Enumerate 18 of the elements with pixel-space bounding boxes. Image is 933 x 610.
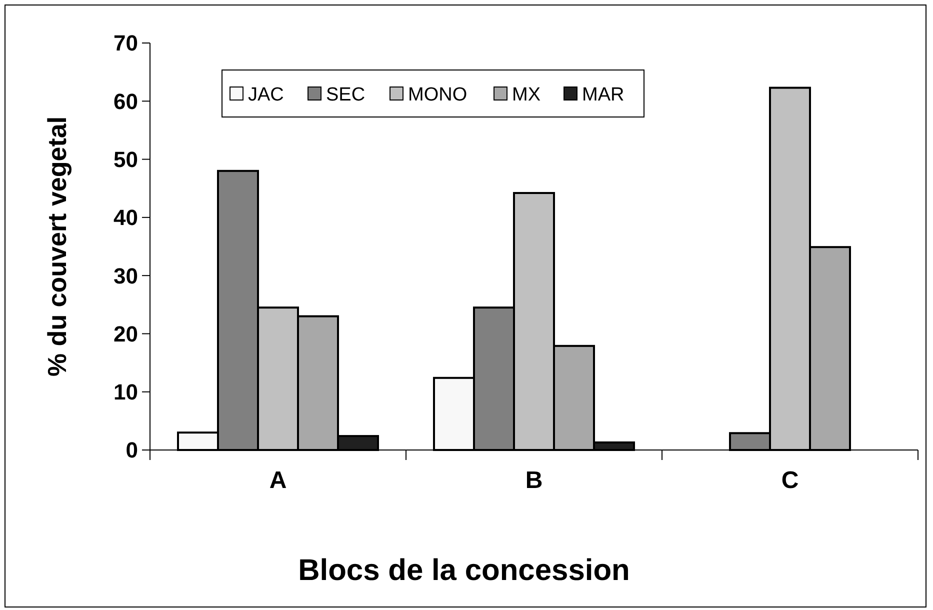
x-tick-label: C — [781, 467, 799, 494]
x-axis-title: Blocs de la concession — [298, 554, 630, 587]
y-tick-label: 0 — [126, 438, 138, 463]
legend-label: MONO — [408, 84, 468, 106]
y-tick-label: 20 — [114, 321, 138, 346]
y-tick-label: 10 — [114, 380, 138, 405]
y-tick-label: 40 — [114, 205, 138, 230]
y-tick-label: 50 — [114, 146, 138, 172]
legend-label: SEC — [326, 84, 366, 106]
x-tick-label: A — [269, 467, 287, 494]
y-tick-label: 70 — [114, 30, 138, 56]
legend-label: JAC — [248, 84, 284, 106]
y-tick-label: 60 — [114, 88, 138, 114]
y-axis-title: % du couvert vegetal — [42, 116, 72, 377]
legend-label: MAR — [582, 84, 624, 106]
legend-label: MX — [512, 84, 541, 106]
x-tick-label: B — [525, 467, 543, 494]
y-tick-label: 30 — [114, 263, 138, 288]
